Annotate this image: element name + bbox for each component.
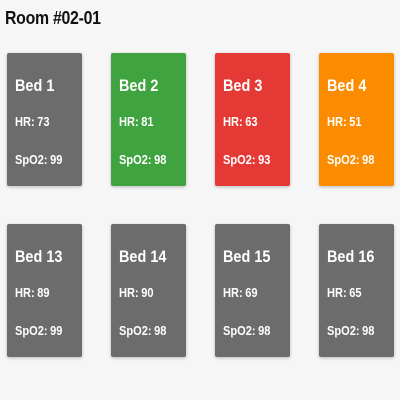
page-title: Room #02-01 xyxy=(5,8,101,28)
bed-card[interactable]: Bed 3 HR: 63 SpO2: 93 xyxy=(215,53,290,186)
bed-name: Bed 2 xyxy=(119,76,159,95)
spo2: SpO2: 98 xyxy=(119,323,176,339)
spo2-label: SpO2: xyxy=(15,152,48,167)
hr-label: HR: xyxy=(327,285,347,300)
hr-label: HR: xyxy=(15,114,35,129)
spo2-value: 99 xyxy=(50,323,63,338)
spo2: SpO2: 99 xyxy=(15,323,72,339)
bed-grid: Bed 1 HR: 73 SpO2: 99 Bed 2 HR: 81 SpO2: 98 … xyxy=(7,53,394,357)
spo2: SpO2: 99 xyxy=(15,152,72,168)
bed-card[interactable]: Bed 4 HR: 51 SpO2: 98 xyxy=(319,53,394,186)
hr-label: HR: xyxy=(327,114,347,129)
bed-name: Bed 15 xyxy=(223,247,271,266)
spo2-value: 98 xyxy=(154,152,167,167)
heart-rate: HR: 51 xyxy=(327,114,384,130)
spo2-value: 98 xyxy=(362,323,375,338)
bed-card[interactable]: Bed 1 HR: 73 SpO2: 99 xyxy=(7,53,82,186)
hr-label: HR: xyxy=(119,114,139,129)
bed-card[interactable]: Bed 2 HR: 81 SpO2: 98 xyxy=(111,53,186,186)
bed-name: Bed 13 xyxy=(15,247,63,266)
hr-value: 65 xyxy=(349,285,362,300)
spo2: SpO2: 98 xyxy=(327,152,384,168)
hr-label: HR: xyxy=(15,285,35,300)
bed-name: Bed 16 xyxy=(327,247,375,266)
hr-value: 73 xyxy=(37,114,50,129)
hr-value: 51 xyxy=(349,114,362,129)
spo2-value: 98 xyxy=(362,152,375,167)
spo2: SpO2: 98 xyxy=(223,323,280,339)
spo2-value: 98 xyxy=(154,323,167,338)
hr-label: HR: xyxy=(223,285,243,300)
spo2-label: SpO2: xyxy=(119,152,152,167)
hr-value: 81 xyxy=(141,114,154,129)
spo2-value: 98 xyxy=(258,323,271,338)
bed-card[interactable]: Bed 16 HR: 65 SpO2: 98 xyxy=(319,224,394,357)
bed-name: Bed 3 xyxy=(223,76,263,95)
heart-rate: HR: 73 xyxy=(15,114,72,130)
hr-label: HR: xyxy=(223,114,243,129)
heart-rate: HR: 90 xyxy=(119,285,176,301)
spo2-label: SpO2: xyxy=(327,323,360,338)
hr-value: 63 xyxy=(245,114,258,129)
heart-rate: HR: 69 xyxy=(223,285,280,301)
spo2-label: SpO2: xyxy=(223,152,256,167)
heart-rate: HR: 65 xyxy=(327,285,384,301)
heart-rate: HR: 89 xyxy=(15,285,72,301)
spo2: SpO2: 93 xyxy=(223,152,280,168)
spo2-value: 99 xyxy=(50,152,63,167)
spo2-label: SpO2: xyxy=(327,152,360,167)
spo2-label: SpO2: xyxy=(15,323,48,338)
hr-value: 90 xyxy=(141,285,154,300)
bed-name: Bed 4 xyxy=(327,76,367,95)
hr-label: HR: xyxy=(119,285,139,300)
spo2-label: SpO2: xyxy=(119,323,152,338)
bed-card[interactable]: Bed 15 HR: 69 SpO2: 98 xyxy=(215,224,290,357)
heart-rate: HR: 63 xyxy=(223,114,280,130)
hr-value: 69 xyxy=(245,285,258,300)
bed-name: Bed 1 xyxy=(15,76,55,95)
bed-name: Bed 14 xyxy=(119,247,167,266)
spo2-value: 93 xyxy=(258,152,271,167)
bed-card[interactable]: Bed 14 HR: 90 SpO2: 98 xyxy=(111,224,186,357)
spo2-label: SpO2: xyxy=(223,323,256,338)
hr-value: 89 xyxy=(37,285,50,300)
bed-card[interactable]: Bed 13 HR: 89 SpO2: 99 xyxy=(7,224,82,357)
spo2: SpO2: 98 xyxy=(327,323,384,339)
spo2: SpO2: 98 xyxy=(119,152,176,168)
heart-rate: HR: 81 xyxy=(119,114,176,130)
